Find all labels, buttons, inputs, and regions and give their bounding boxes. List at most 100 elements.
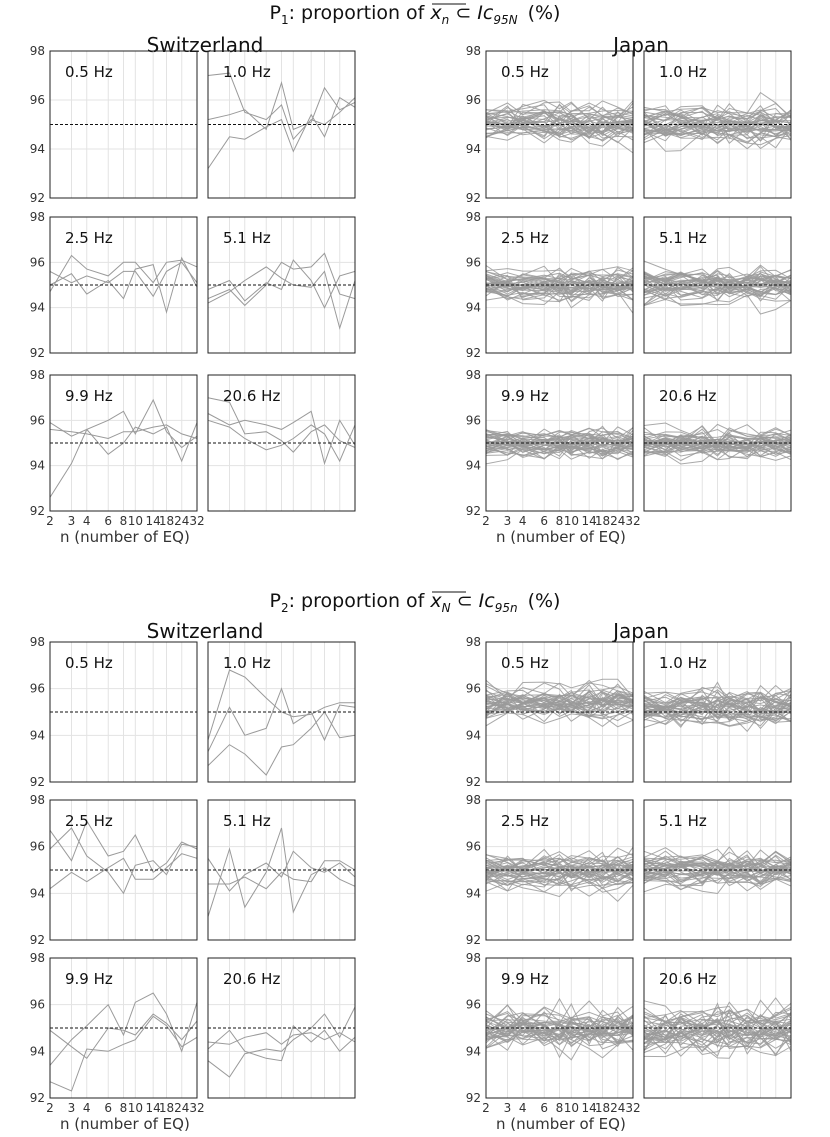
frequency-label: 0.5 Hz [65,63,113,81]
series-line [485,100,634,124]
panel-p2-switzerland-5: 20.6 Hz [207,957,356,1099]
series-line [643,997,792,1024]
series-line [643,702,792,725]
panel-frame [207,216,356,354]
series-line [485,101,634,125]
series-line [485,869,634,892]
y-tick-label: 94 [30,1044,45,1058]
y-tick-label: 98 [30,951,45,965]
y-tick-label: 92 [466,504,481,518]
panel-p1-japan-0: 0.5 Hz 92 94 96 98 [466,44,634,205]
series-line [485,691,634,714]
series-line [643,444,792,461]
series-line [49,398,198,498]
x-tick-label: 4 [83,1101,91,1115]
series-line [643,124,792,137]
y-tick-label: 98 [466,368,481,382]
x-tick-label: 2 [482,514,490,528]
panel-frame [485,957,634,1099]
series-line [485,683,634,707]
series-line [485,103,634,133]
series-line [643,1021,791,1043]
series-line [485,109,634,116]
frequency-label: 20.6 Hz [223,387,280,405]
frequency-label: 2.5 Hz [501,812,549,830]
series-line [643,272,792,296]
panel-frame [643,957,792,1099]
series-line [485,1028,634,1061]
y-tick-label: 98 [30,793,45,807]
section-title-part: P [270,2,281,24]
frequency-label: 5.1 Hz [659,812,707,830]
series-line [485,121,634,147]
series-line [485,444,634,459]
x-tick-label: 6 [540,1101,548,1115]
series-line [485,99,634,124]
series-line [485,448,634,460]
section-title-part: (%) [528,2,561,24]
y-tick-label: 92 [466,1091,481,1105]
panel-p2-japan-1: 1.0 Hz [643,641,792,783]
y-tick-label: 98 [466,44,481,58]
series-line [49,261,198,298]
panel-p1-switzerland-3: 5.1 Hz [207,216,356,354]
series-line [643,435,792,450]
series-line [643,1023,792,1048]
series-line [49,424,198,440]
series-line [643,275,792,288]
series-line [643,869,792,885]
x-tick-label: 4 [519,514,527,528]
panel-frame [49,957,198,1099]
series-line [207,669,355,741]
series-line [643,694,792,721]
series-line [485,703,634,728]
series-line [208,860,356,890]
section-title-p2: P2: proportion of xN ⊂ Ic95n (%) [270,590,561,615]
panel-frame [643,374,792,512]
panel-frame [49,641,198,783]
panel-p2-switzerland-1: 1.0 Hz [207,641,356,783]
y-tick-label: 96 [30,998,45,1012]
y-tick-label: 96 [466,682,481,696]
series-line [643,1037,792,1058]
series-line [485,881,634,902]
series-line [643,105,792,130]
y-tick-label: 92 [30,346,45,360]
section-title-part: : proportion of [289,2,431,24]
y-tick-label: 98 [30,44,45,58]
series-line [207,1032,356,1045]
series-line [643,120,792,137]
series-line [643,274,792,294]
series-line [485,871,634,889]
y-tick-label: 96 [30,413,45,427]
series-line [485,270,634,292]
series-line [643,1013,792,1055]
series-line [485,873,634,889]
y-tick-label: 92 [30,504,45,518]
x-tick-label: 2 [46,514,54,528]
y-tick-label: 96 [466,93,481,107]
panel-p1-japan-3: 5.1 Hz [643,216,792,354]
series-line [207,259,356,309]
series-line [643,708,792,721]
y-tick-label: 92 [30,775,45,789]
section-title-p1: P1: proportion of xn ⊂ Ic95N (%) [270,2,561,27]
series-line [643,422,792,440]
series-line [643,869,792,882]
series-line [643,1008,792,1044]
series-line [643,858,792,879]
series-line [643,275,792,297]
series-line [49,256,198,315]
panel-p1-switzerland-2: 2.5 Hz 92 94 96 98 [30,210,198,360]
panel-frame [643,799,792,941]
panel-frame [207,50,356,199]
x-tick-label: 24 [174,514,189,528]
y-tick-label: 96 [466,998,481,1012]
panel-p1-japan-1: 1.0 Hz [643,50,792,199]
series-line [643,115,792,143]
y-tick-label: 92 [30,1091,45,1105]
series-line [643,1021,792,1056]
series-line [207,266,356,330]
